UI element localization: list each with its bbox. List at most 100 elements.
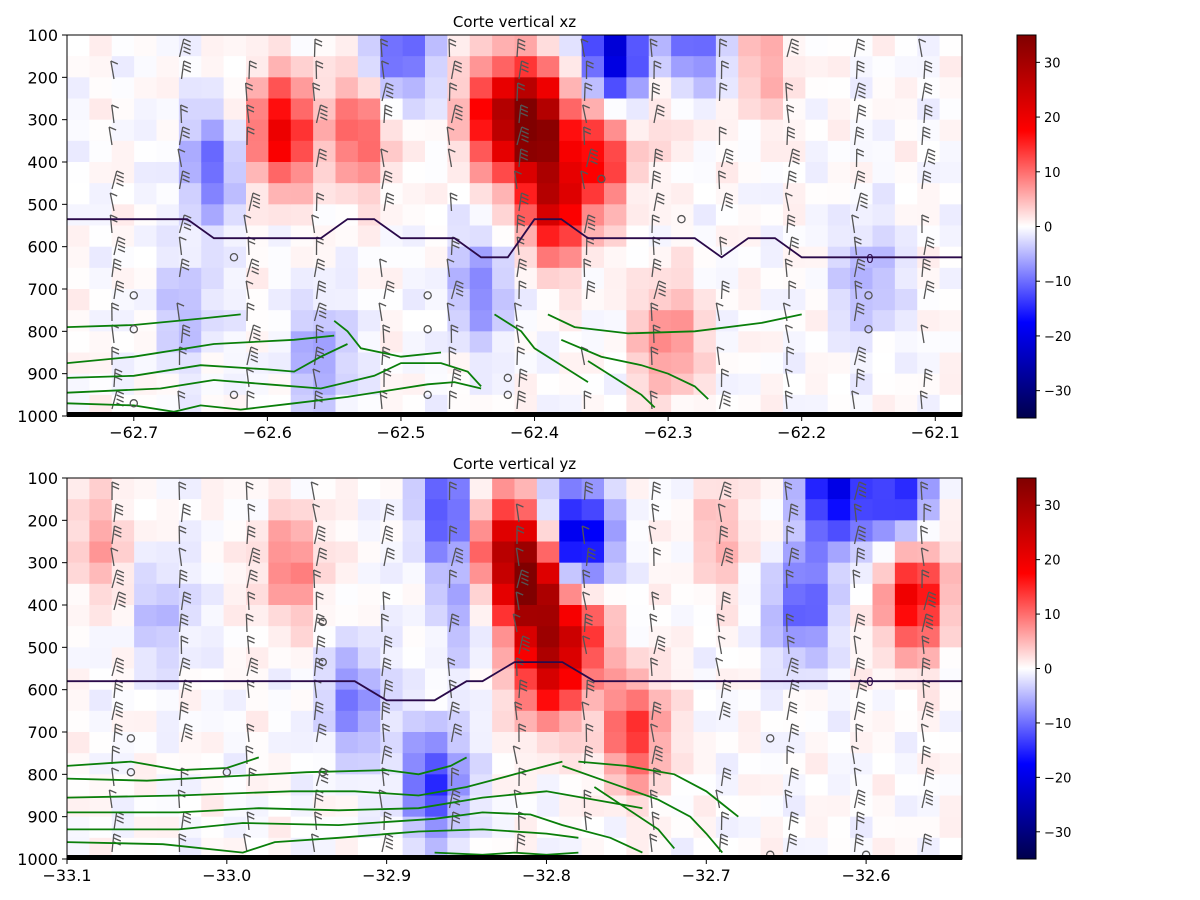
heatmap-cell [492, 478, 516, 500]
wind-barb [989, 746, 996, 764]
heatmap-cell [380, 774, 404, 797]
heatmap-cell [380, 562, 404, 585]
heatmap-cell [469, 140, 493, 163]
heatmap-cell [648, 310, 672, 332]
heatmap-cell [67, 310, 90, 332]
heatmap-cell [827, 499, 851, 521]
wind-barb [786, 525, 795, 545]
heatmap-cell [671, 119, 695, 142]
heatmap-cell [223, 795, 247, 818]
heatmap-cell [402, 774, 426, 797]
wind-barb [515, 547, 524, 567]
wind-barb [990, 391, 1001, 409]
heatmap-cell [111, 331, 135, 354]
wind-barb [923, 767, 935, 787]
heatmap-cell [447, 204, 471, 227]
heatmap-cell [89, 499, 113, 521]
wind-barb [853, 613, 866, 633]
wind-barb [653, 635, 666, 655]
green-contour-line [593, 786, 675, 849]
heatmap-cell [514, 289, 538, 311]
heatmap-cell [223, 204, 247, 227]
wind-barb [986, 215, 993, 233]
heatmap-cell [894, 689, 918, 712]
heatmap-cell [223, 310, 247, 332]
wind-barb [853, 126, 865, 146]
wind-barb [718, 38, 728, 58]
heatmap-cell [89, 310, 113, 332]
heatmap-cell [648, 267, 672, 290]
wind-barb [785, 82, 794, 102]
heatmap-cell [89, 331, 113, 354]
wind-barb [178, 525, 187, 545]
wind-barb [448, 346, 457, 366]
heatmap-cell [89, 541, 113, 564]
heatmap-cell [290, 583, 314, 606]
heatmap-cell [469, 204, 493, 227]
wind-barb [514, 701, 523, 721]
wind-barb [245, 481, 254, 501]
heatmap-cell [447, 98, 471, 121]
heatmap-cell [850, 267, 874, 290]
colorbar-tick-label: 10 [1044, 608, 1061, 623]
heatmap-cell [536, 795, 560, 818]
heatmap-cell [760, 162, 784, 184]
heatmap-cell [89, 56, 113, 78]
y-tick-label: 100 [27, 26, 58, 45]
heatmap-cell [536, 689, 560, 712]
heatmap-cell [402, 394, 426, 416]
heatmap-cell [894, 204, 918, 227]
heatmap-cell [827, 710, 851, 733]
heatmap-cell [581, 35, 605, 57]
wind-barb [513, 170, 522, 190]
heatmap-cell [715, 583, 739, 606]
heatmap-cell [715, 499, 739, 521]
heatmap-cell [111, 140, 135, 163]
wind-barb [513, 302, 522, 322]
heatmap-cell [872, 162, 896, 184]
green-contour-line [333, 320, 442, 358]
calm-circle [423, 390, 432, 400]
green-contour-line [67, 381, 482, 413]
heatmap-cell [626, 289, 650, 311]
heatmap-cell [357, 140, 381, 163]
wind-barb [246, 723, 255, 743]
heatmap-cell [917, 331, 941, 354]
heatmap-cell [671, 35, 695, 57]
heatmap-cell [894, 77, 918, 100]
heatmap-cell [917, 98, 941, 121]
heatmap-cell [156, 478, 180, 500]
heatmap-cell [671, 331, 695, 354]
y-tick-label: 500 [27, 195, 58, 214]
heatmap-cell [917, 352, 941, 375]
green-contour-line [578, 760, 739, 818]
heatmap-cell [693, 267, 717, 290]
y-tick-label: 400 [27, 153, 58, 172]
wind-barb [180, 723, 193, 743]
heatmap-cell [738, 267, 762, 290]
heatmap-cell [246, 605, 269, 627]
heatmap-cell [671, 541, 695, 564]
heatmap-cell [156, 647, 180, 670]
heatmap-cell [402, 647, 426, 670]
wind-barb [518, 148, 529, 168]
heatmap-cell [939, 98, 962, 121]
heatmap-cell [335, 35, 359, 57]
wind-barb [446, 302, 455, 322]
heatmap-cell [111, 689, 135, 712]
wind-barb [788, 148, 800, 168]
colorbar-tick-label: −30 [1044, 826, 1071, 841]
heatmap-cell [894, 183, 918, 205]
heatmap-cell [469, 520, 493, 543]
heatmap-cell [693, 77, 717, 100]
heatmap-cell [425, 77, 448, 100]
wind-barb [649, 613, 658, 633]
heatmap-cell [89, 795, 113, 818]
heatmap-cell [783, 816, 806, 839]
heatmap-cell [335, 732, 359, 754]
heatmap-cell [290, 499, 314, 521]
heatmap-cell [559, 162, 583, 184]
heatmap-cell [313, 753, 337, 775]
heatmap-cell [178, 774, 202, 797]
heatmap-cell [805, 541, 829, 564]
